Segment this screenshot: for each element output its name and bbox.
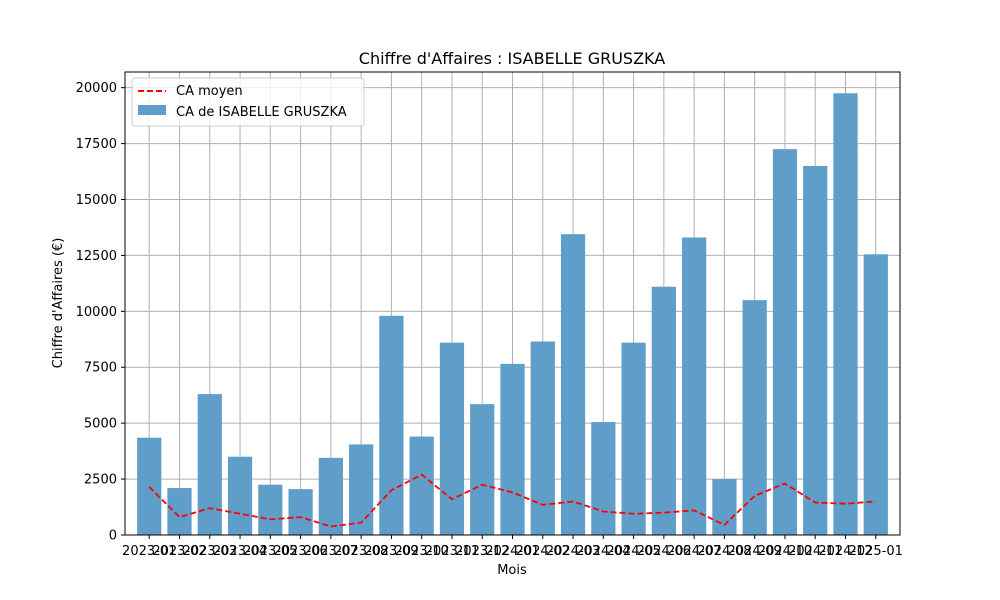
x-tick-label: 2024-11 <box>788 544 842 559</box>
x-tick-label: 2023-08 <box>334 544 388 559</box>
x-tick-label: 2025-01 <box>849 544 903 559</box>
y-tick-label: 5000 <box>84 417 117 432</box>
x-tick-label: 2024-05 <box>606 544 660 559</box>
x-axis-title: Mois <box>497 563 527 578</box>
x-tick-label: 2024-12 <box>818 544 872 559</box>
bars-layer <box>137 93 888 536</box>
x-tick-label: 2023-09 <box>364 544 418 559</box>
bar-2024-04 <box>591 422 616 535</box>
bar-2024-05 <box>621 342 646 535</box>
line-layer <box>148 473 876 528</box>
bar-2024-09 <box>742 300 767 535</box>
legend-bar-swatch <box>138 105 166 115</box>
y-axis-title: Chiffre d'Affaires (€) <box>51 238 66 369</box>
y-axis: 0 2500 5000 7500 10000 12500 15000 17500 20000 <box>76 81 125 544</box>
bar-2024-08 <box>712 479 737 535</box>
legend-box <box>131 77 365 127</box>
bar-2023-10 <box>409 436 434 535</box>
x-tick-label: 2023-01 <box>122 544 176 559</box>
y-tick-label: 17500 <box>76 137 117 152</box>
x-tick-label: 2024-06 <box>637 544 691 559</box>
bar-2023-08 <box>349 444 374 535</box>
y-tick-label: 20000 <box>76 81 117 96</box>
y-tick-label: 12500 <box>76 249 117 264</box>
x-tick-label: 2023-04 <box>213 544 267 559</box>
bar-2023-07 <box>318 457 343 535</box>
x-tick-label: 2024-07 <box>667 544 721 559</box>
legend-label-line: CA moyen <box>176 84 243 99</box>
y-tick-label: 2500 <box>84 473 117 488</box>
bar-2023-02 <box>167 488 192 535</box>
bar-2025-01 <box>863 254 888 535</box>
bar-2023-06 <box>288 489 313 535</box>
x-tick-label: 2023-02 <box>152 544 206 559</box>
bar-2023-05 <box>258 484 283 535</box>
bar-2024-02 <box>530 341 555 535</box>
chart-title: Chiffre d'Affaires : ISABELLE GRUSZKA <box>359 49 665 68</box>
bar-2023-04 <box>227 456 253 535</box>
legend: CA moyen CA de ISABELLE GRUSZKA <box>131 77 365 127</box>
bar-2024-11 <box>803 165 828 536</box>
x-tick-label: 2023-03 <box>183 544 237 559</box>
y-tick-label: 15000 <box>76 193 117 208</box>
x-tick-label: 2023-12 <box>455 544 509 559</box>
x-tick-label: 2023-07 <box>304 544 358 559</box>
x-tick-label: 2024-02 <box>516 544 570 559</box>
bar-2024-10 <box>772 149 798 535</box>
x-tick-label: 2024-04 <box>576 544 630 559</box>
x-tick-label: 2024-03 <box>546 544 600 559</box>
x-tick-label: 2024-08 <box>697 544 751 559</box>
y-tick-label: 0 <box>109 529 117 544</box>
bar-2023-01 <box>137 437 162 535</box>
x-tick-label: 2023-11 <box>425 544 479 559</box>
bar-2024-06 <box>651 286 676 535</box>
legend-label-bar: CA de ISABELLE GRUSZKA <box>176 105 347 120</box>
bar-2024-03 <box>560 234 586 535</box>
x-tick-label: 2023-05 <box>243 544 297 559</box>
bar-2024-01 <box>500 363 525 535</box>
x-tick-label: 2023-06 <box>273 544 327 559</box>
x-tick-label: 2024-09 <box>728 544 782 559</box>
y-tick-label: 7500 <box>84 361 117 376</box>
bar-2023-09 <box>379 315 404 535</box>
x-tick-label: 2023-10 <box>395 544 449 559</box>
bar-2024-12 <box>833 93 858 536</box>
x-tick-label: 2024-10 <box>758 544 812 559</box>
bar-2023-03 <box>197 394 222 535</box>
x-axis: 2023-012023-022023-032023-042023-052023-… <box>122 535 903 559</box>
x-tick-label: 2024-01 <box>485 544 539 559</box>
bar-2023-12 <box>470 404 495 535</box>
bar-2023-11 <box>439 342 465 535</box>
y-tick-label: 10000 <box>76 305 117 320</box>
bar-2024-07 <box>682 237 707 535</box>
